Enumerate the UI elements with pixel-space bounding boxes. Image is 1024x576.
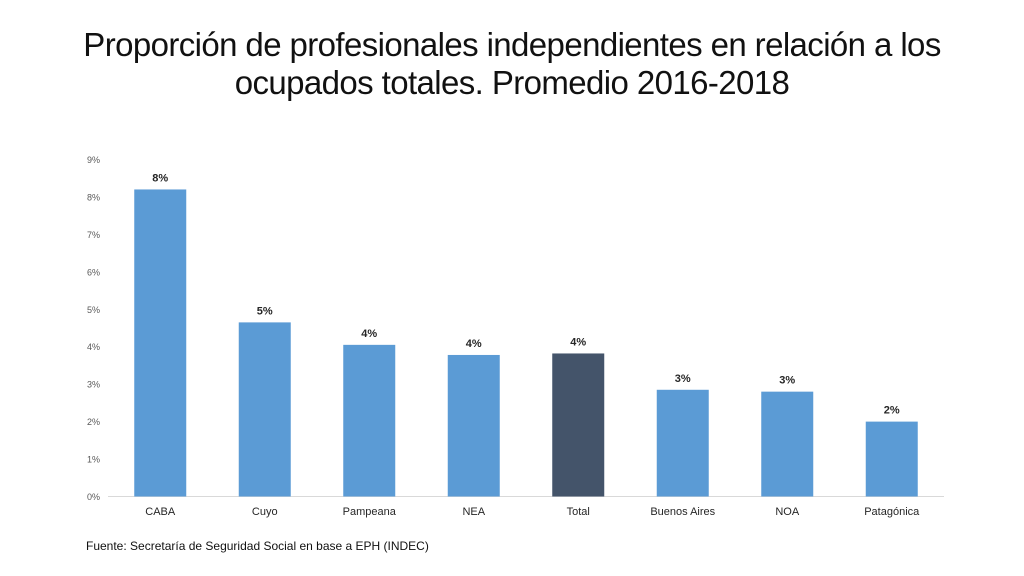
bar-patag-nica <box>865 421 918 497</box>
x-tick-label: Pampeana <box>343 506 397 518</box>
bar-noa <box>761 391 814 497</box>
data-label: 4% <box>466 338 482 350</box>
data-label: 5% <box>257 305 273 317</box>
y-tick-label: 3% <box>87 380 100 390</box>
x-tick-label: Buenos Aires <box>650 506 715 518</box>
x-tick-label: Cuyo <box>252 506 278 518</box>
y-tick-label: 5% <box>87 305 100 315</box>
data-label: 2% <box>884 405 900 417</box>
x-tick-label: Patagónica <box>864 506 920 518</box>
x-tick-label: NOA <box>775 506 800 518</box>
bar-caba <box>134 189 187 497</box>
chart-title: Proporción de profesionales independient… <box>0 26 1024 102</box>
data-label: 4% <box>361 328 377 340</box>
x-tick-label: NEA <box>462 506 485 518</box>
data-label: 8% <box>152 172 168 184</box>
data-label: 3% <box>675 373 691 385</box>
y-tick-label: 7% <box>87 230 100 240</box>
x-tick-label: CABA <box>145 506 176 518</box>
y-tick-label: 4% <box>87 342 100 352</box>
y-tick-label: 9% <box>87 155 100 165</box>
y-tick-label: 1% <box>87 455 100 465</box>
chart-title-line-1: Proporción de profesionales independient… <box>83 26 941 63</box>
bar-nea <box>447 354 500 497</box>
bar-pampeana <box>343 344 396 497</box>
data-label: 4% <box>570 336 586 348</box>
source-note: Fuente: Secretaría de Seguridad Social e… <box>86 539 429 553</box>
y-tick-label: 8% <box>87 192 100 202</box>
y-tick-label: 2% <box>87 417 100 427</box>
chart-title-line-2: ocupados totales. Promedio 2016-2018 <box>234 64 790 101</box>
data-label: 3% <box>779 375 795 387</box>
x-tick-label: Total <box>567 506 590 518</box>
y-tick-label: 6% <box>87 267 100 277</box>
bar-buenos-aires <box>656 389 709 497</box>
y-tick-label: 0% <box>87 492 100 502</box>
bar-cuyo <box>238 322 291 497</box>
bar-total <box>552 353 605 497</box>
